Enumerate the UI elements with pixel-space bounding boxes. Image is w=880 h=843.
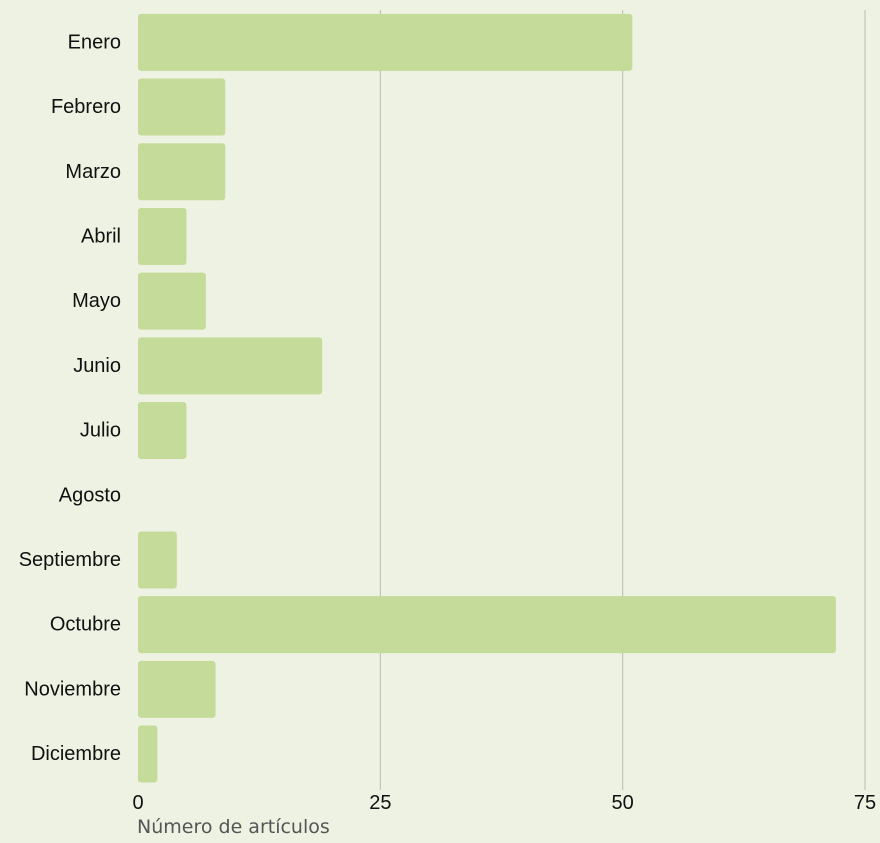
x-tick-label: 25	[369, 792, 391, 814]
bar	[138, 531, 177, 589]
bar	[138, 143, 226, 201]
bars	[138, 13, 836, 783]
category-labels: Enero Febrero Marzo Abril Mayo Junio Julio Agos…	[19, 31, 121, 765]
bar	[138, 13, 633, 71]
bar	[138, 725, 158, 783]
gridlines	[379, 10, 866, 790]
category-label: Agosto	[59, 484, 121, 506]
category-label: Diciembre	[31, 743, 121, 765]
category-label: Abril	[81, 225, 121, 247]
bar	[138, 272, 206, 330]
category-label: Febrero	[51, 96, 121, 118]
x-tick-label: 0	[132, 792, 143, 814]
bar	[138, 207, 187, 265]
bar	[138, 337, 323, 395]
x-axis-title: Número de artículos	[137, 816, 330, 838]
x-tick-labels: 0 25 50 75	[132, 792, 876, 814]
category-label: Octubre	[50, 614, 121, 636]
x-tick-label: 75	[854, 792, 876, 814]
bar	[138, 660, 216, 718]
category-label: Septiembre	[19, 549, 121, 571]
x-tick-label: 50	[612, 792, 634, 814]
category-label: Mayo	[72, 290, 121, 312]
category-label: Noviembre	[24, 678, 121, 700]
bar	[138, 402, 187, 460]
bar	[138, 78, 226, 136]
category-label: Marzo	[65, 161, 121, 183]
category-label: Enero	[68, 31, 121, 53]
category-label: Junio	[73, 355, 121, 377]
bar	[138, 596, 836, 654]
category-label: Julio	[80, 420, 121, 442]
